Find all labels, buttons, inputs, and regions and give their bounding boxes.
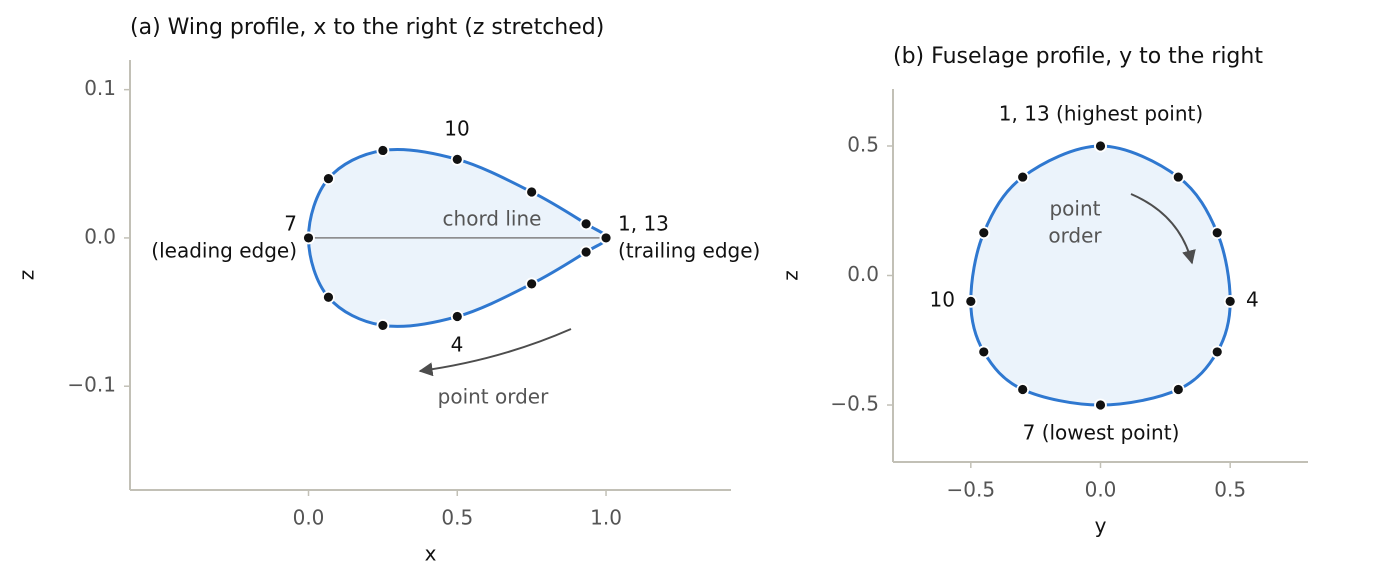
- annotation: point order: [438, 385, 549, 409]
- y-tick-label: 0.5: [847, 132, 879, 156]
- point-marker: [376, 319, 390, 332]
- y-axis-label: z: [779, 270, 803, 281]
- x-tick-label: 0.5: [441, 506, 473, 530]
- point-marker: [322, 290, 335, 304]
- point-marker: [525, 185, 539, 199]
- order-arrow: [1130, 193, 1196, 265]
- annotation: chord line: [443, 207, 542, 231]
- annotation: 1, 13: [618, 212, 669, 236]
- annotation: 4: [1246, 288, 1259, 312]
- point-marker: [525, 277, 539, 291]
- point-marker: [450, 152, 464, 166]
- annotation: 4: [451, 333, 464, 357]
- x-axis-label: x: [425, 542, 437, 566]
- point-marker: [977, 345, 991, 359]
- point-marker: [1094, 139, 1107, 153]
- point-marker: [579, 245, 593, 259]
- x-tick-label: 0.5: [1214, 478, 1246, 502]
- annotation: (trailing edge): [618, 239, 760, 263]
- point-marker: [1016, 383, 1030, 396]
- point-marker: [1223, 295, 1237, 308]
- point-marker: [450, 310, 464, 323]
- point-marker: [1210, 226, 1224, 240]
- point-marker: [1171, 383, 1185, 396]
- point-marker: [302, 231, 315, 245]
- x-tick-label: 1.0: [590, 506, 622, 530]
- point-marker: [322, 172, 335, 186]
- annotation: 1, 13 (highest point): [999, 102, 1203, 126]
- annotation: order: [1048, 224, 1102, 248]
- profile-fill: [970, 145, 1231, 406]
- point-marker: [1094, 398, 1107, 412]
- point-marker: [1016, 170, 1030, 184]
- y-tick-label: 0.0: [847, 262, 879, 286]
- y-tick-label: 0.1: [84, 76, 116, 100]
- y-axis-label: z: [15, 270, 39, 281]
- point-marker: [977, 226, 991, 240]
- point-marker: [376, 144, 390, 157]
- point-marker: [599, 231, 613, 245]
- point-marker: [1171, 170, 1185, 184]
- point-marker: [579, 217, 593, 231]
- point-marker: [1210, 345, 1224, 359]
- annotation: 10: [930, 288, 955, 312]
- annotation: 7: [284, 212, 297, 236]
- annotations: 7 (leading edge) 1, 13 (trailing edge) 1…: [151, 102, 1258, 445]
- panel-fuselage: −0.5 0.0 0.5 −0.5 0.0 0.5 (b) Fuselage profile…: [779, 44, 1308, 538]
- annotation: (leading edge): [151, 239, 297, 263]
- annotation: point: [1049, 197, 1100, 221]
- x-tick-label: 0.0: [1085, 478, 1117, 502]
- order-arrow: [418, 328, 572, 377]
- point-marker: [964, 295, 978, 308]
- annotation: 7 (lowest point): [1023, 421, 1180, 445]
- x-tick-label: 0.0: [293, 506, 325, 530]
- chart-title: (b) Fuselage profile, y to the right: [893, 44, 1263, 69]
- y-tick-label: −0.5: [830, 392, 879, 416]
- y-tick-label: −0.1: [67, 373, 116, 397]
- chart-title: (a) Wing profile, x to the right (z stre…: [130, 15, 604, 40]
- annotation: 10: [444, 117, 469, 141]
- x-axis-label: y: [1095, 514, 1107, 538]
- y-tick-label: 0.0: [84, 224, 116, 248]
- x-tick-label: −0.5: [947, 478, 996, 502]
- panel-wing: 0.0 0.5 1.0 −0.1 0.0 0.1 (a) Wing profile, x t…: [15, 15, 731, 566]
